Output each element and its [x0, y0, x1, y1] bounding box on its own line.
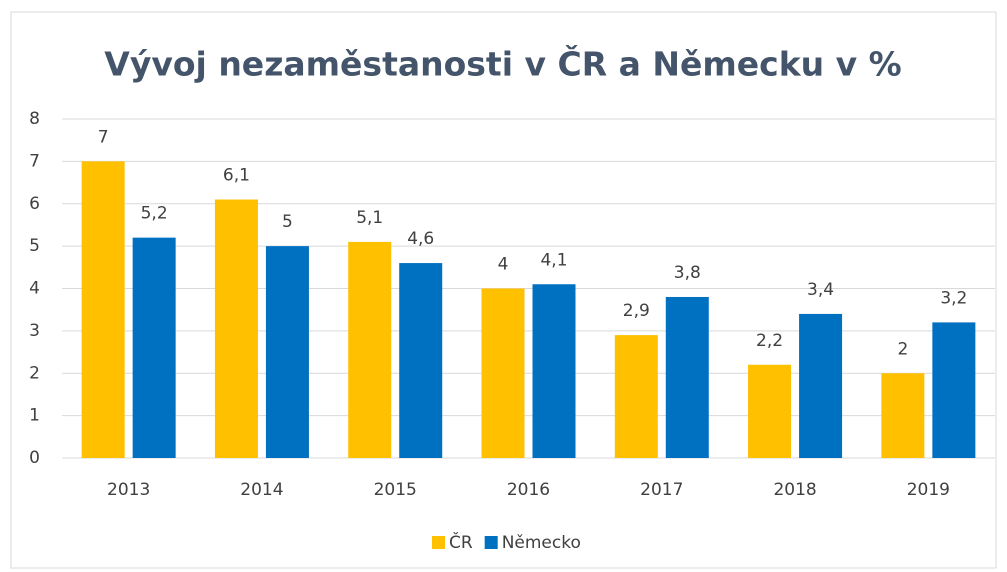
data-label: 5 [282, 212, 293, 232]
y-tick-label: 1 [29, 406, 40, 426]
bar [399, 263, 443, 458]
y-tick-label: 4 [29, 279, 40, 299]
bar [932, 322, 976, 458]
data-label: 2 [897, 339, 908, 359]
bar [132, 237, 176, 458]
bar [214, 199, 258, 458]
x-tick-label: 2019 [907, 480, 950, 500]
data-label: 5,2 [141, 204, 168, 224]
bar [265, 246, 309, 458]
data-label: 3,8 [674, 263, 701, 283]
data-label: 4,6 [407, 229, 434, 249]
bar [881, 373, 925, 458]
x-tick-label: 2018 [773, 480, 816, 500]
y-tick-label: 8 [29, 109, 40, 129]
bar [532, 284, 576, 458]
x-tick-label: 2015 [374, 480, 417, 500]
x-tick-label: 2016 [507, 480, 550, 500]
data-label: 3,2 [940, 288, 967, 308]
data-label: 7 [98, 127, 109, 147]
data-label: 2,9 [623, 301, 650, 321]
y-tick-label: 6 [29, 194, 40, 214]
legend-label: ČR [449, 531, 473, 553]
data-label: 3,4 [807, 280, 834, 300]
y-tick-label: 7 [29, 151, 40, 171]
bar [481, 288, 525, 458]
y-tick-label: 0 [29, 448, 40, 468]
y-tick-label: 2 [29, 363, 40, 383]
x-tick-label: 2017 [640, 480, 683, 500]
y-tick-label: 3 [29, 321, 40, 341]
x-tick-label: 2013 [107, 480, 150, 500]
bar [665, 296, 709, 458]
legend-swatch [432, 536, 445, 549]
bar [348, 241, 392, 458]
data-label: 2,2 [756, 331, 783, 351]
data-label: 6,1 [223, 166, 250, 186]
bar [748, 364, 792, 458]
data-label: 4 [498, 255, 509, 275]
bar [614, 335, 658, 458]
legend-swatch [484, 536, 498, 549]
data-label: 5,1 [356, 208, 383, 228]
x-tick-label: 2014 [240, 480, 283, 500]
chart-title: Vývoj nezaměstanosti v ČR a Německu v % [104, 44, 901, 84]
y-tick-label: 5 [29, 236, 40, 256]
bar [799, 313, 843, 458]
data-label: 4,1 [540, 250, 567, 270]
legend-label: Německo [502, 533, 581, 553]
bar [81, 161, 125, 458]
